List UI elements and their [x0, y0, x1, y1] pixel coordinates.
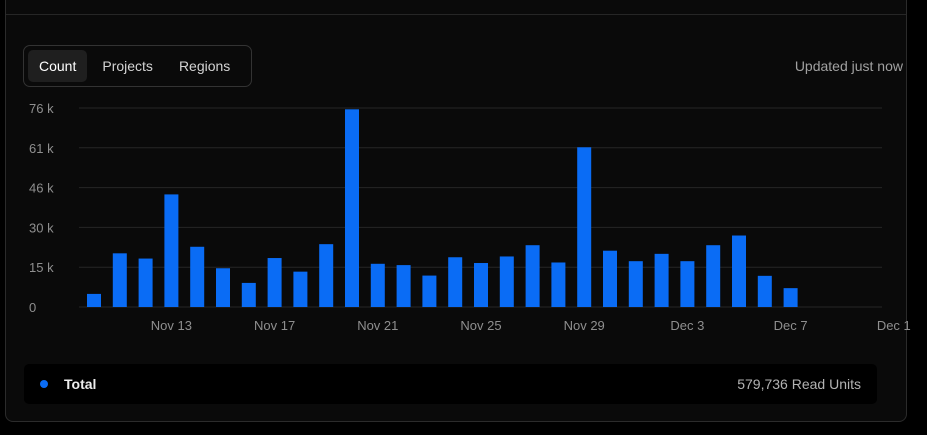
y-tick-label: 15 k: [29, 260, 54, 275]
legend-total-value: 579,736 Read Units: [737, 376, 861, 392]
bar[interactable]: [757, 275, 772, 307]
x-tick-label: Nov 13: [151, 318, 192, 333]
x-tick-label: Nov 17: [254, 318, 295, 333]
chart-view-tabs: Count Projects Regions: [23, 45, 252, 87]
read-units-bar-chart: 0 15 k 30 k 46 k 61 k 76 k Nov 13 Nov 17 Nov 21 N…: [29, 101, 911, 333]
x-tick-label: Nov 25: [460, 318, 501, 333]
tab-regions[interactable]: Regions: [178, 58, 231, 74]
card-divider: [6, 14, 906, 15]
bar[interactable]: [396, 265, 411, 307]
x-tick-label: Nov 29: [564, 318, 605, 333]
bar[interactable]: [241, 282, 256, 307]
bar[interactable]: [448, 257, 463, 307]
bar[interactable]: [190, 246, 205, 307]
y-tick-label: 46 k: [29, 181, 54, 196]
bar[interactable]: [603, 250, 617, 307]
x-tick-label: Dec 3: [670, 318, 704, 333]
tab-projects[interactable]: Projects: [102, 58, 153, 74]
tab-count[interactable]: Count: [28, 50, 88, 82]
bar[interactable]: [370, 263, 385, 307]
bar[interactable]: [112, 253, 127, 307]
bar[interactable]: [267, 258, 282, 307]
bar[interactable]: [706, 245, 721, 307]
bar[interactable]: [319, 244, 334, 307]
updated-status: Updated just now: [794, 58, 903, 74]
bar[interactable]: [525, 245, 540, 307]
bar[interactable]: [628, 261, 643, 307]
legend-series-dot: [40, 380, 48, 388]
bar[interactable]: [783, 288, 798, 307]
bar[interactable]: [216, 268, 230, 307]
bar[interactable]: [654, 253, 669, 307]
x-tick-label: Nov 21: [357, 318, 398, 333]
bar[interactable]: [499, 256, 514, 307]
bar[interactable]: [422, 275, 437, 307]
bar[interactable]: [138, 258, 153, 307]
bar[interactable]: [474, 263, 488, 307]
y-tick-label: 30 k: [29, 220, 54, 235]
bar[interactable]: [577, 147, 592, 307]
bar[interactable]: [551, 262, 566, 307]
bar[interactable]: [293, 271, 308, 307]
bar[interactable]: [680, 261, 695, 307]
legend-series-label: Total: [64, 376, 97, 392]
bar[interactable]: [732, 235, 746, 307]
x-tick-label: Dec 1: [877, 318, 911, 333]
x-tick-label: Dec 7: [774, 318, 808, 333]
bar[interactable]: [87, 293, 101, 307]
bar[interactable]: [164, 194, 179, 307]
chart-legend: Total 579,736 Read Units: [24, 364, 877, 404]
bar[interactable]: [345, 109, 359, 308]
y-tick-label: 0: [29, 300, 36, 315]
y-tick-label: 76 k: [29, 101, 54, 116]
y-tick-label: 61 k: [29, 141, 54, 156]
